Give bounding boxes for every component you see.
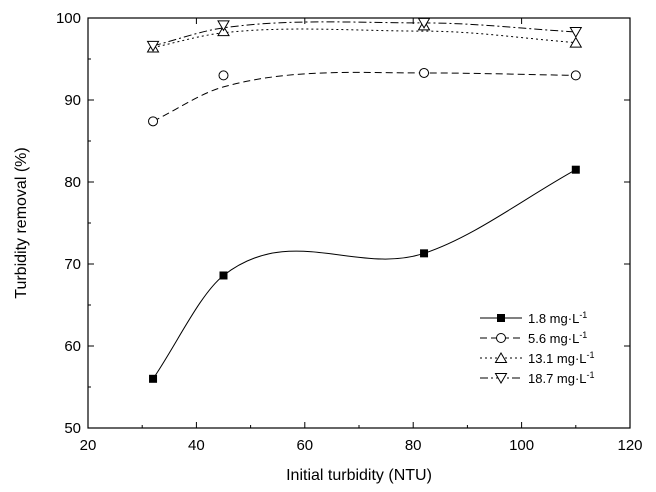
y-tick-label: 90 <box>64 92 81 109</box>
data-markers <box>146 17 583 383</box>
axis-ticks: 20 40 60 80 100 120 50 60 70 80 90 100 <box>56 10 643 454</box>
legend: 1.8 mg·L-1 5.6 mg·L-1 13.1 mg·L-1 18.7 mg·L… <box>480 310 595 386</box>
fit-line-0 <box>152 169 577 380</box>
legend-marker <box>496 333 506 343</box>
x-axis-title: Initial turbidity (NTU) <box>286 467 432 484</box>
fit-line-3 <box>152 21 576 47</box>
y-tick-label: 50 <box>64 420 81 437</box>
fit-curves <box>152 21 577 380</box>
legend-label: 1.8 mg·L-1 <box>528 310 587 326</box>
data-point <box>571 165 580 174</box>
x-tick-label: 80 <box>405 437 422 454</box>
y-tick-label: 60 <box>64 338 81 355</box>
fit-line-1 <box>152 71 576 122</box>
legend-marker <box>497 314 505 322</box>
y-tick-label: 80 <box>64 174 81 191</box>
plot-frame <box>87 17 631 429</box>
legend-label: 5.6 mg·L-1 <box>528 330 587 346</box>
legend-label: 13.1 mg·L-1 <box>528 350 595 366</box>
x-tick-label: 100 <box>509 437 534 454</box>
legend-marker <box>494 352 508 363</box>
data-point <box>420 249 429 258</box>
data-point <box>148 116 159 127</box>
fit-line-2 <box>152 28 576 49</box>
data-point <box>217 20 230 32</box>
legend-label: 18.7 mg·L-1 <box>528 370 595 386</box>
x-tick-label: 40 <box>188 437 205 454</box>
data-point <box>146 40 160 52</box>
data-point <box>419 67 430 78</box>
data-point <box>570 70 581 81</box>
data-point <box>569 26 583 38</box>
data-point <box>149 374 158 383</box>
x-tick-label: 60 <box>296 437 313 454</box>
data-point <box>218 70 229 81</box>
legend-marker <box>494 373 508 384</box>
y-tick-label: 70 <box>64 256 81 273</box>
data-point <box>219 271 228 280</box>
x-tick-label: 20 <box>80 437 97 454</box>
y-tick-label: 100 <box>56 10 81 27</box>
y-axis-title: Turbidity removal (%) <box>13 147 30 298</box>
data-point <box>569 36 583 48</box>
x-tick-label: 120 <box>617 437 642 454</box>
